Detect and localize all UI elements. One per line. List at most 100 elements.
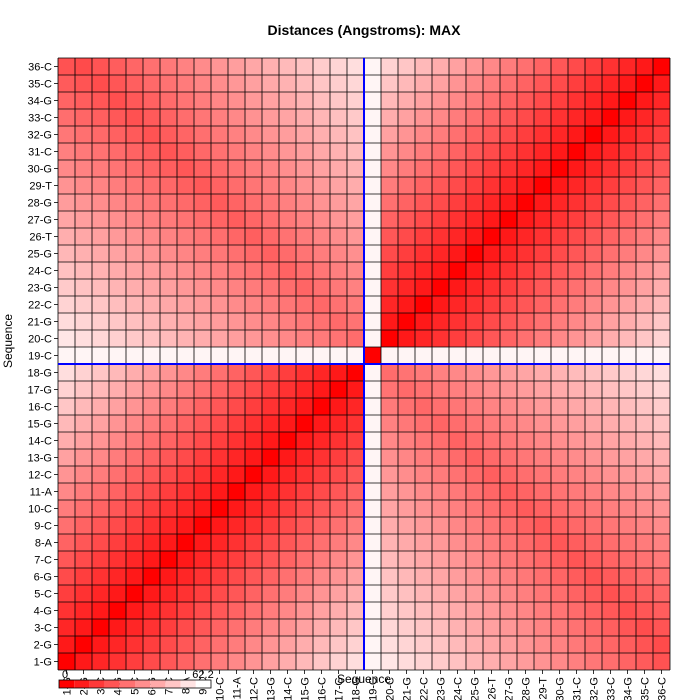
heatmap-cell xyxy=(262,432,279,449)
heatmap-cell xyxy=(126,330,143,347)
heatmap-cell xyxy=(602,500,619,517)
x-tick-label: 10-C xyxy=(215,677,227,700)
heatmap-cell xyxy=(551,466,568,483)
heatmap-cell xyxy=(449,415,466,432)
heatmap-cell xyxy=(194,211,211,228)
heatmap-cell xyxy=(177,449,194,466)
heatmap-cell xyxy=(381,143,398,160)
x-tick-label: 23-G xyxy=(436,677,448,700)
heatmap-cell xyxy=(211,432,228,449)
x-tick-label: 12-C xyxy=(249,677,261,700)
heatmap-cell xyxy=(126,483,143,500)
heatmap-cell xyxy=(109,228,126,245)
heatmap-cell xyxy=(313,160,330,177)
heatmap-cell xyxy=(279,517,296,534)
y-tick-label: 16-C xyxy=(28,402,52,414)
heatmap-cell xyxy=(194,653,211,670)
heatmap-cell xyxy=(398,585,415,602)
heatmap-cell xyxy=(109,381,126,398)
heatmap-cell xyxy=(296,653,313,670)
heatmap-cell xyxy=(636,381,653,398)
heatmap-cell xyxy=(415,160,432,177)
heatmap-cell xyxy=(483,449,500,466)
heatmap-cell xyxy=(619,194,636,211)
heatmap-cell xyxy=(568,347,585,364)
heatmap-cell xyxy=(483,330,500,347)
heatmap-cell xyxy=(109,568,126,585)
heatmap-cell xyxy=(534,211,551,228)
heatmap-cell xyxy=(245,126,262,143)
heatmap-cell xyxy=(466,381,483,398)
heatmap-cell xyxy=(415,534,432,551)
heatmap-cell xyxy=(177,381,194,398)
heatmap-cell xyxy=(194,500,211,517)
heatmap-cell xyxy=(143,279,160,296)
x-tick-label: 19-C xyxy=(368,677,380,700)
heatmap-cell xyxy=(160,466,177,483)
heatmap-cell xyxy=(126,279,143,296)
y-axis-tick-labels: 1-G 2-G 3-C 4-G 5-C 6-G 7-C 8-A 9-C 10-C 11-A 12-C 1… xyxy=(28,62,58,669)
heatmap-cell xyxy=(432,330,449,347)
heatmap-cell xyxy=(381,466,398,483)
heatmap-cell xyxy=(534,160,551,177)
y-tick-label: 21-G xyxy=(28,317,52,329)
heatmap-cell xyxy=(347,364,364,381)
heatmap-cell xyxy=(75,517,92,534)
heatmap-cell xyxy=(143,228,160,245)
heatmap-cell xyxy=(432,517,449,534)
heatmap-cell xyxy=(483,619,500,636)
heatmap-cell xyxy=(160,75,177,92)
heatmap-cell xyxy=(279,143,296,160)
heatmap-cell xyxy=(330,466,347,483)
heatmap-cell xyxy=(398,483,415,500)
heatmap-cell xyxy=(432,602,449,619)
heatmap-cell xyxy=(330,143,347,160)
heatmap-cell xyxy=(92,143,109,160)
heatmap-cell xyxy=(432,109,449,126)
heatmap-cell xyxy=(619,432,636,449)
heatmap-cell xyxy=(381,228,398,245)
heatmap-cell xyxy=(262,75,279,92)
heatmap-cell xyxy=(466,534,483,551)
heatmap-cell xyxy=(177,517,194,534)
heatmap-cell xyxy=(92,415,109,432)
heatmap-cell xyxy=(449,381,466,398)
heatmap-cell xyxy=(143,211,160,228)
heatmap-cell xyxy=(279,177,296,194)
heatmap-cell xyxy=(126,194,143,211)
x-tick-label: 27-G xyxy=(504,677,516,700)
heatmap-cell xyxy=(568,432,585,449)
heatmap-cell xyxy=(75,126,92,143)
colorbar-swatch xyxy=(150,680,166,688)
heatmap-cell xyxy=(483,347,500,364)
heatmap-cell xyxy=(415,449,432,466)
y-tick-label: 30-G xyxy=(28,164,52,176)
heatmap-cell xyxy=(279,415,296,432)
heatmap-cell xyxy=(398,466,415,483)
heatmap-cell xyxy=(245,330,262,347)
heatmap-cell xyxy=(364,432,381,449)
heatmap-cell xyxy=(211,602,228,619)
heatmap-cell xyxy=(653,636,670,653)
heatmap-cell xyxy=(245,279,262,296)
heatmap-cell xyxy=(653,160,670,177)
heatmap-cell xyxy=(653,432,670,449)
heatmap-cell xyxy=(58,262,75,279)
heatmap-cell xyxy=(313,126,330,143)
heatmap-cell xyxy=(330,449,347,466)
heatmap-cell xyxy=(517,432,534,449)
heatmap-cell xyxy=(143,58,160,75)
heatmap-cell xyxy=(228,568,245,585)
heatmap-cell xyxy=(92,517,109,534)
heatmap-cell xyxy=(347,228,364,245)
x-tick-label: 22-C xyxy=(419,677,431,700)
heatmap-cell xyxy=(653,568,670,585)
heatmap-cell xyxy=(483,211,500,228)
heatmap-cell xyxy=(58,313,75,330)
heatmap-cell xyxy=(211,483,228,500)
heatmap-cell xyxy=(483,398,500,415)
heatmap-cell xyxy=(228,364,245,381)
heatmap-cell xyxy=(194,602,211,619)
heatmap-cell xyxy=(364,143,381,160)
heatmap-cell xyxy=(279,330,296,347)
